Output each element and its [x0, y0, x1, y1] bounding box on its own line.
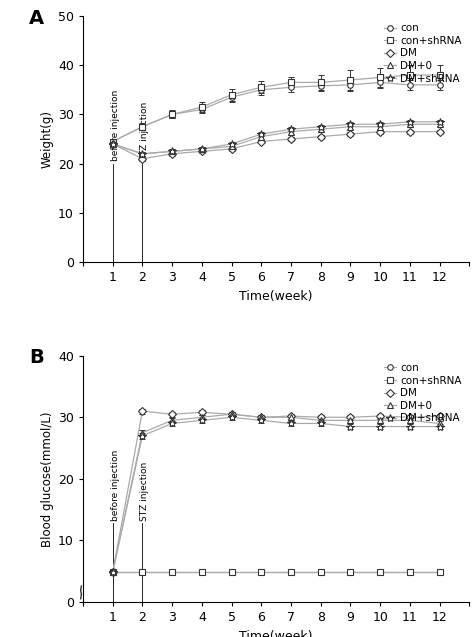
X-axis label: Time(week): Time(week) — [239, 629, 313, 637]
Text: before injection: before injection — [110, 90, 119, 161]
X-axis label: Time(week): Time(week) — [239, 290, 313, 303]
Legend: con, con+shRNA, DM, DM+0, DM+shRNA: con, con+shRNA, DM, DM+0, DM+shRNA — [382, 361, 464, 426]
Text: A: A — [29, 8, 44, 27]
Text: B: B — [29, 348, 44, 368]
Y-axis label: Blood glucose(mmol/L): Blood glucose(mmol/L) — [41, 411, 54, 547]
Text: STZ injection: STZ injection — [140, 102, 149, 161]
Text: before injection: before injection — [110, 450, 119, 520]
Legend: con, con+shRNA, DM, DM+0, DM+shRNA: con, con+shRNA, DM, DM+0, DM+shRNA — [382, 21, 464, 86]
Y-axis label: Weight(g): Weight(g) — [41, 110, 54, 168]
Text: STZ injection: STZ injection — [140, 461, 149, 520]
